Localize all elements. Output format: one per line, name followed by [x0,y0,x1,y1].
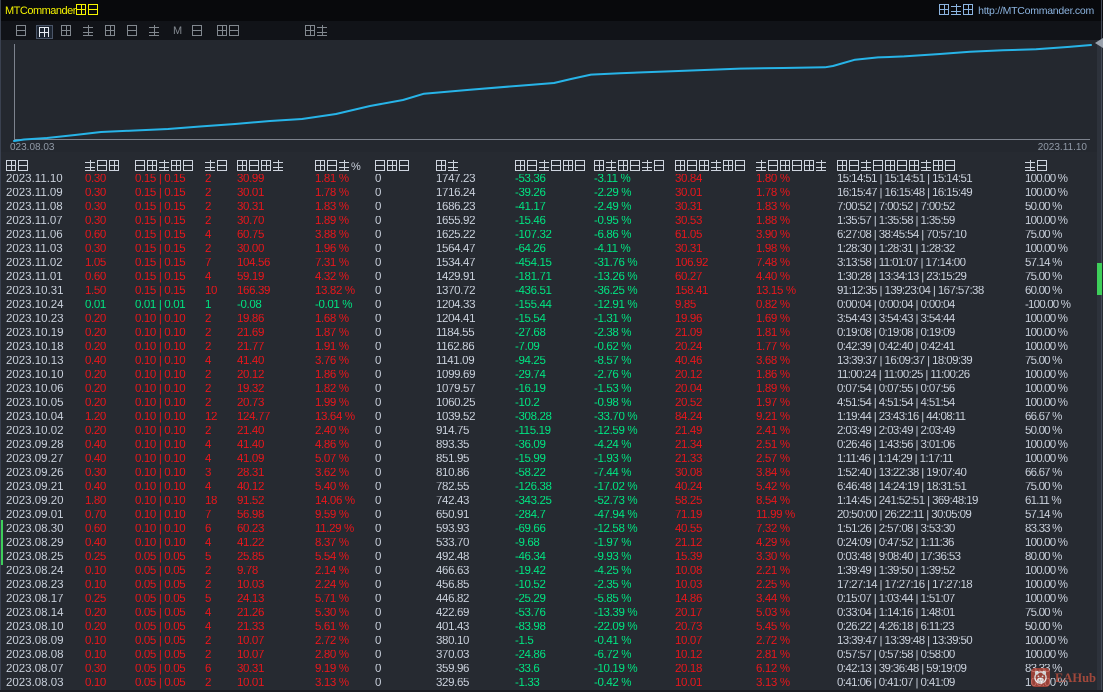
svg-text:EAHub: EAHub [1055,671,1096,685]
